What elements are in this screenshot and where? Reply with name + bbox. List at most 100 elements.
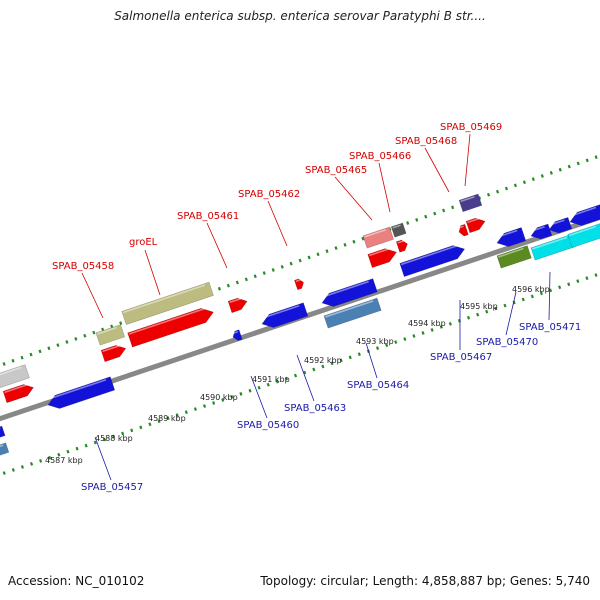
gene-blue-05469[interactable]	[495, 227, 527, 249]
upper-tick-row-dot	[244, 277, 248, 282]
gene-spab-05471[interactable]	[567, 223, 600, 249]
lower-tick-row-dot	[503, 303, 507, 308]
gene-spab-05470[interactable]	[530, 234, 576, 261]
lower-tick-row-dot	[385, 343, 389, 348]
gene-spab-05461[interactable]	[227, 296, 249, 314]
gene-steel-edge[interactable]	[0, 442, 10, 458]
lower-tick-row-dot	[266, 382, 270, 387]
upper-tick-row-dot	[316, 252, 320, 257]
gene-label-top[interactable]: SPAB_05461	[177, 211, 239, 222]
lower-tick-row-dot	[248, 388, 252, 393]
gene-spab-05458-olive[interactable]	[95, 324, 126, 346]
gene-red-small-1[interactable]	[294, 278, 305, 291]
gene-label-bottom[interactable]: SPAB_05464	[347, 380, 409, 391]
lower-tick-row-dot	[39, 458, 43, 463]
label-leader-line	[296, 354, 315, 402]
upper-tick-row-dot	[271, 268, 275, 272]
lower-tick-row-dot	[275, 379, 279, 384]
lower-tick-row-dot	[29, 461, 34, 466]
gene-label-bottom[interactable]: SPAB_05471	[519, 322, 581, 333]
gene-red-groel[interactable]	[127, 305, 216, 348]
upper-tick-row-dot	[119, 321, 123, 326]
label-leader-line	[81, 272, 104, 319]
gene-label-bottom[interactable]: SPAB_05463	[284, 403, 346, 414]
gene-label-bottom[interactable]: SPAB_05460	[237, 420, 299, 431]
gene-spab-05457[interactable]	[46, 376, 116, 412]
gene-spab-05467[interactable]	[496, 245, 532, 269]
label-leader-line	[250, 375, 268, 419]
gene-blue-05466[interactable]	[399, 242, 467, 278]
upper-tick-row-dot	[47, 346, 51, 351]
upper-tick-row-dot	[540, 174, 544, 178]
gene-spab-05463[interactable]	[320, 278, 378, 310]
genome-summary-text: Topology: circular; Length: 4,858,887 bp…	[260, 574, 590, 588]
gene-spab-05465[interactable]	[362, 226, 394, 249]
gene-blue-05470-a[interactable]	[529, 223, 553, 242]
gene-label-top[interactable]: groEL	[129, 237, 158, 248]
lower-tick-row-dot	[75, 446, 79, 451]
gene-spab-05458-red[interactable]	[100, 343, 128, 363]
label-leader-line	[206, 222, 228, 269]
gene-label-top[interactable]: SPAB_05469	[440, 122, 502, 133]
gene-blue-edge-1[interactable]	[0, 425, 6, 440]
lower-tick-row-dot	[20, 465, 24, 469]
lower-tick-row-dot	[175, 413, 179, 418]
lower-tick-row-dot	[576, 279, 580, 284]
lower-tick-row-dot	[184, 410, 188, 415]
gene-spab-05462[interactable]	[260, 302, 309, 331]
gene-groel[interactable]	[121, 281, 214, 326]
upper-tick-row-dot	[307, 255, 311, 260]
label-leader-line	[464, 133, 471, 187]
lower-tick-row-dot	[212, 401, 216, 405]
gene-label-bottom[interactable]: SPAB_05467	[430, 352, 492, 363]
lower-tick-row-dot	[466, 315, 471, 320]
gene-gray-left[interactable]	[0, 364, 30, 390]
gene-label-top[interactable]: SPAB_05462	[238, 189, 300, 200]
kbp-tick-label: 4590 kbp	[200, 393, 238, 402]
lower-tick-row-dot	[202, 404, 207, 408]
gene-spab-05468[interactable]	[457, 223, 469, 237]
upper-tick-row-dot	[352, 239, 356, 244]
gene-label-bottom[interactable]: SPAB_05470	[476, 337, 538, 348]
lower-tick-row-dot	[476, 312, 480, 317]
upper-tick-row-dot	[56, 343, 60, 348]
upper-tick-row-dot	[20, 355, 24, 360]
upper-tick-row-dot	[280, 264, 284, 269]
gene-spab-05460[interactable]	[231, 329, 243, 342]
gene-spab-05464[interactable]	[323, 297, 382, 329]
kbp-ticks: 4587 kbp 4588 kbp 4589 kbp 4590 kbp 4591 kbp…	[45, 285, 550, 465]
kbp-tick-label: 4595 kbp	[460, 302, 498, 311]
lower-tick-row-dot	[148, 422, 152, 427]
gene-label-top[interactable]: SPAB_05465	[305, 165, 367, 176]
lower-tick-row-dot	[293, 373, 298, 378]
lower-tick-row-dot	[102, 437, 106, 442]
lower-tick-row-dot	[521, 297, 525, 302]
gene-labels: SPAB_05458 groEL SPAB_05461 SPAB_05462 SPAB_…	[52, 122, 581, 493]
lower-tick-row-dot	[2, 471, 6, 475]
gene-label-top[interactable]: SPAB_05458	[52, 261, 114, 272]
lower-tick-row-dot	[230, 394, 234, 399]
lower-tick-row-dot	[339, 358, 343, 363]
lower-tick-row-dot	[394, 340, 398, 344]
gene-red-small-2[interactable]	[395, 239, 409, 253]
upper-tick-row-dot	[433, 211, 437, 216]
upper-tick-row-dot	[451, 205, 455, 210]
label-leader-line	[378, 162, 391, 213]
gene-spab-05469[interactable]	[458, 193, 483, 213]
kbp-tick-label: 4591 kbp	[252, 375, 290, 384]
kbp-tick-label: 4592 kbp	[304, 356, 342, 365]
lower-tick-row-dot	[594, 273, 598, 277]
gene-label-top[interactable]: SPAB_05468	[395, 136, 457, 147]
gene-spab-05466[interactable]	[390, 222, 407, 238]
gene-blue-05470-b[interactable]	[547, 216, 573, 235]
gene-label-bottom[interactable]: SPAB_05457	[81, 482, 143, 493]
gene-label-top[interactable]: SPAB_05466	[349, 151, 411, 162]
upper-tick-row-dot	[531, 177, 535, 182]
gene-red-left[interactable]	[2, 382, 35, 404]
label-leader-line	[144, 249, 161, 296]
kbp-tick-label: 4593 kbp	[356, 337, 394, 346]
gene-blue-05470-c[interactable]	[568, 204, 600, 229]
gene-red-05469[interactable]	[465, 216, 487, 234]
gene-red-05466[interactable]	[367, 245, 399, 269]
